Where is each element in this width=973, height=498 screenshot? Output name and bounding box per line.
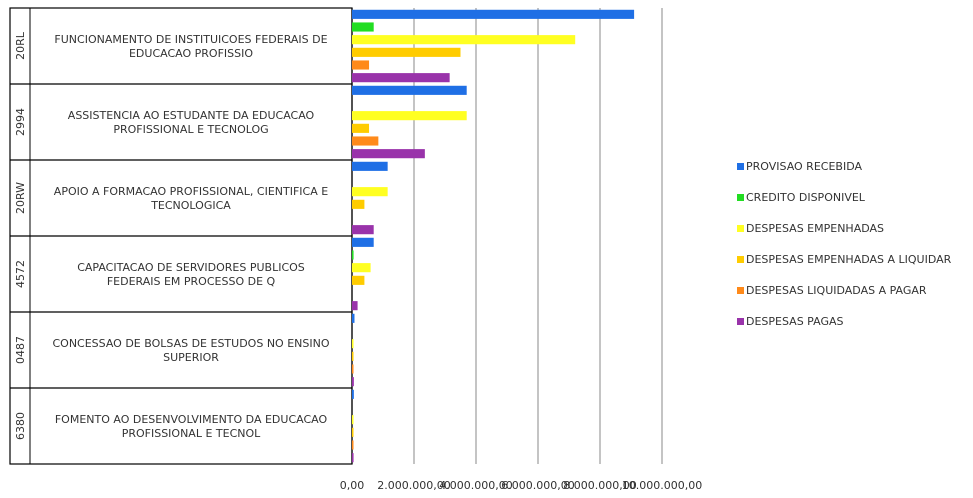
legend-swatch — [737, 163, 744, 170]
bar — [352, 364, 354, 374]
bar — [352, 440, 354, 450]
bar — [352, 237, 374, 247]
bar — [352, 339, 354, 349]
legend-swatch — [737, 225, 744, 232]
category-labels: 20RL FUNCIONAMENTO DE INSTITUICOES FEDERA… — [9, 7, 353, 465]
bar — [352, 149, 425, 159]
category-code-label: 20RW — [14, 182, 27, 214]
bar — [352, 73, 450, 83]
category-description-label: FOMENTO AO DESENVOLVIMENTO DA EDUCACAO PR… — [55, 413, 328, 440]
legend-label: CREDITO DISPONIVEL — [746, 191, 866, 204]
x-tick-label: 4.000.000,00 — [439, 479, 512, 492]
bar — [352, 123, 370, 133]
category-description-label: CONCESSAO DE BOLSAS DE ESTUDOS NO ENSINO… — [52, 337, 329, 364]
legend: PROVISAO RECEBIDA CREDITO DISPONIVEL DESPE… — [737, 160, 952, 328]
bar — [352, 47, 461, 57]
x-tick-label: 2.000.000,00 — [377, 479, 450, 492]
legend-swatch — [737, 194, 744, 201]
legend-label: DESPESAS EMPENHADAS A LIQUIDAR — [746, 253, 952, 266]
bar — [352, 161, 388, 171]
x-axis: 0,00 2.000.000,004.000.000,006.000.000,00… — [340, 479, 702, 492]
bar — [352, 275, 365, 285]
category-code-label: 6380 — [14, 412, 27, 440]
category-code-label: 2994 — [14, 108, 27, 136]
category-description-label: APOIO A FORMACAO PROFISSIONAL, CIENTIFIC… — [54, 185, 328, 212]
category-code-label: 0487 — [14, 336, 27, 364]
x-tick-label: 0,00 — [340, 479, 365, 492]
bar — [352, 225, 374, 235]
bar — [352, 453, 354, 463]
legend-swatch — [737, 256, 744, 263]
legend-label: PROVISAO RECEBIDA — [746, 160, 862, 173]
bar — [352, 136, 379, 146]
bar — [352, 60, 370, 70]
bar — [352, 111, 467, 121]
x-tick-label: 6.000.000,00 — [501, 479, 574, 492]
category-description-label: CAPACITACAO DE SERVIDORES PUBLICOS FEDERA… — [77, 261, 305, 288]
legend-swatch — [737, 287, 744, 294]
bar — [352, 427, 354, 437]
bar — [352, 250, 354, 260]
bar — [352, 85, 467, 95]
legend-label: DESPESAS PAGAS — [746, 315, 843, 328]
bar — [352, 187, 388, 197]
bar — [352, 199, 365, 209]
bar — [352, 377, 354, 387]
bar — [352, 35, 576, 45]
category-description-label: FUNCIONAMENTO DE INSTITUICOES FEDERAIS D… — [54, 33, 327, 60]
bar — [352, 389, 354, 399]
bar — [352, 22, 374, 32]
category-description-label: ASSISTENCIA AO ESTUDANTE DA EDUCACAO PROF… — [68, 109, 315, 136]
legend-label: DESPESAS LIQUIDADAS A PAGAR — [746, 284, 927, 297]
bar — [352, 351, 354, 361]
bar — [352, 9, 635, 19]
bar — [352, 301, 358, 311]
category-code-label: 4572 — [14, 260, 27, 288]
category-code-label: 20RL — [14, 31, 27, 60]
bar — [352, 313, 355, 323]
legend-swatch — [737, 318, 744, 325]
bar — [352, 263, 371, 273]
x-tick-label: 8.000.000,00 — [563, 479, 636, 492]
x-tick-label: 10.000.000,00 — [622, 479, 702, 492]
bars — [352, 9, 635, 463]
legend-label: DESPESAS EMPENHADAS — [746, 222, 884, 235]
bar — [352, 415, 354, 425]
